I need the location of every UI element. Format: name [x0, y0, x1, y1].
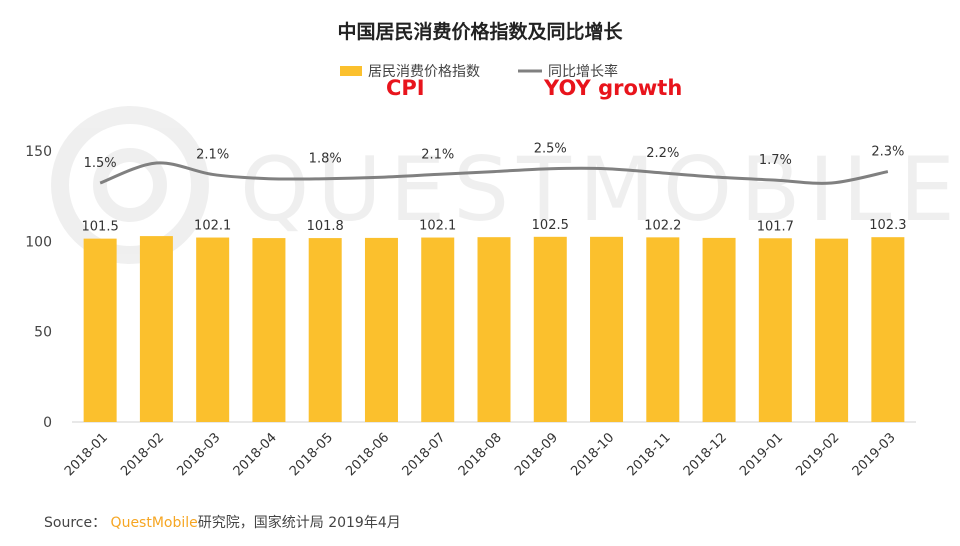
line-series	[99, 161, 889, 185]
growth-line	[99, 161, 889, 185]
line-value-label: 1.7%	[759, 153, 792, 168]
bar	[421, 237, 455, 422]
watermark-text: QUESTMOBILE	[240, 138, 960, 241]
bar	[308, 238, 342, 422]
bar-value-label: 102.5	[532, 218, 569, 233]
bar	[477, 237, 511, 422]
line-value-label: 2.2%	[646, 146, 679, 161]
y-tick-label: 150	[25, 144, 52, 160]
x-axis: 2018-01 2018-02 2018-03 2018-04 2018-05 2018-…	[62, 430, 899, 479]
bar-value-label: 102.1	[194, 219, 231, 234]
bar-value-label: 101.5	[82, 220, 119, 235]
x-tick-label: 2018-10	[568, 430, 617, 479]
source-prefix: Source：	[44, 515, 107, 531]
line-value-label: 2.1%	[196, 147, 229, 162]
x-tick-label: 2019-02	[793, 430, 842, 479]
source-brand: QuestMobile	[110, 515, 198, 531]
x-tick-label: 2018-07	[400, 430, 449, 479]
bar	[139, 236, 173, 422]
y-tick-label: 50	[34, 325, 52, 341]
line-value-label: 2.3%	[871, 145, 904, 160]
source-suffix: 研究院，国家统计局 2019年4月	[197, 515, 401, 531]
line-value-label: 1.5%	[84, 156, 117, 171]
x-tick-label: 2018-02	[118, 430, 167, 479]
x-tick-label: 2018-06	[343, 430, 392, 479]
bar	[83, 238, 117, 422]
bar-series	[83, 236, 905, 422]
x-tick-label: 2018-12	[681, 430, 730, 479]
x-tick-label: 2019-01	[737, 430, 786, 479]
x-tick-label: 2018-05	[287, 430, 336, 479]
legend-bar-swatch	[340, 66, 362, 76]
line-value-label: 1.8%	[309, 152, 342, 167]
bar-value-label: 101.8	[307, 219, 344, 234]
source-note: Source： QuestMobile研究院，国家统计局 2019年4月	[44, 512, 401, 532]
y-tick-label: 100	[25, 234, 52, 250]
x-tick-label: 2018-11	[625, 430, 674, 479]
bar	[702, 237, 736, 422]
y-tick-label: 0	[43, 415, 52, 431]
bar	[871, 237, 905, 422]
bar	[815, 238, 849, 422]
bar-value-label: 101.7	[757, 219, 794, 234]
bar	[646, 237, 680, 422]
chart-title: 中国居民消费价格指数及同比增长	[337, 20, 623, 43]
legend: 居民消费价格指数 同比增长率	[340, 63, 618, 80]
data-labels: 101.5 1.5% 102.1 2.1% 101.8 1.8% 102.1 2.1% 102.…	[82, 142, 907, 235]
bar	[364, 237, 398, 422]
bar	[590, 236, 624, 422]
annotation-cpi: CPI	[386, 76, 425, 100]
legend-line-label: 同比增长率	[548, 63, 618, 80]
y-axis: 0 50 100 150	[25, 144, 52, 431]
line-value-label: 2.5%	[534, 142, 567, 157]
bar	[533, 236, 567, 422]
bar-value-label: 102.1	[419, 219, 456, 234]
watermark: QUESTMOBILE	[51, 106, 960, 264]
x-tick-label: 2018-08	[456, 430, 505, 479]
x-tick-label: 2019-03	[850, 430, 899, 479]
bar	[252, 238, 286, 422]
bar	[196, 237, 230, 422]
x-tick-label: 2018-01	[62, 430, 111, 479]
x-tick-label: 2018-03	[174, 430, 223, 479]
bar-value-label: 102.3	[869, 218, 906, 233]
legend-bar-label: 居民消费价格指数	[368, 64, 480, 80]
annotation-yoy: YOY growth	[543, 76, 682, 100]
bar	[758, 238, 792, 422]
line-value-label: 2.1%	[421, 147, 454, 162]
x-tick-label: 2018-04	[231, 430, 280, 479]
x-tick-label: 2018-09	[512, 430, 561, 479]
bar-value-label: 102.2	[644, 218, 681, 233]
